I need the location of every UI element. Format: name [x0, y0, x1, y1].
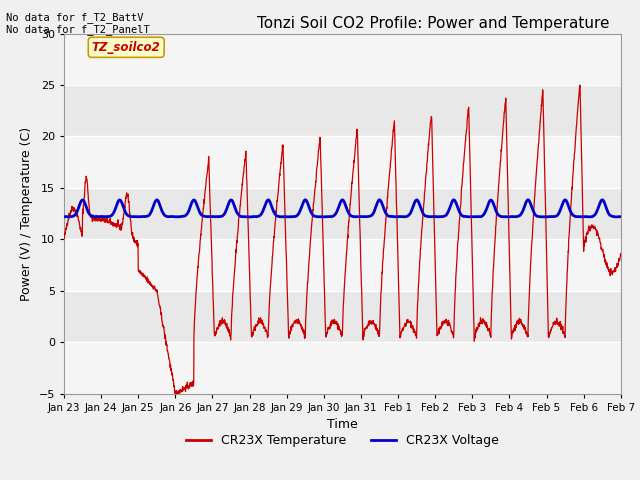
Text: TZ_soilco2: TZ_soilco2 — [92, 41, 161, 54]
Text: Tonzi Soil CO2 Profile: Power and Temperature: Tonzi Soil CO2 Profile: Power and Temper… — [257, 16, 610, 31]
Bar — [64, 34, 621, 85]
Bar — [64, 136, 621, 188]
Y-axis label: Power (V) / Temperature (C): Power (V) / Temperature (C) — [20, 127, 33, 300]
Bar — [64, 342, 621, 394]
Text: No data for f_T2_BattV
No data for f_T2_PanelT: No data for f_T2_BattV No data for f_T2_… — [6, 12, 150, 36]
Legend: CR23X Temperature, CR23X Voltage: CR23X Temperature, CR23X Voltage — [181, 429, 504, 452]
X-axis label: Time: Time — [327, 418, 358, 431]
Bar — [64, 240, 621, 291]
